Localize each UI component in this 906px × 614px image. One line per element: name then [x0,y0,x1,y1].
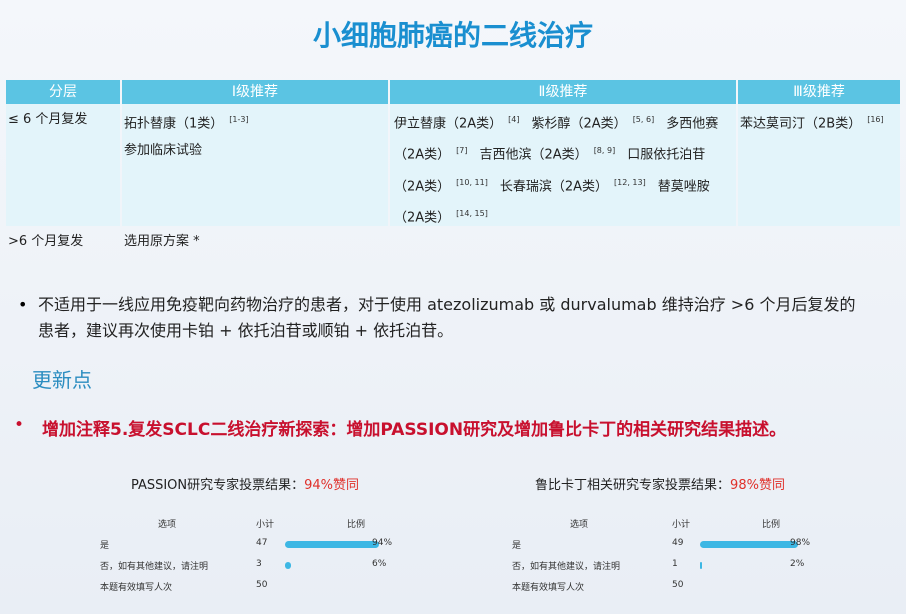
column-header: 分层 [6,80,120,104]
poll-column-header: 选项 [158,520,177,530]
poll-count: 49 [672,538,684,548]
reference: [5, 6] [632,115,655,124]
treatment: 替莫唑胺（2A类） [394,178,710,226]
poll-bar [285,541,379,548]
section-heading: 更新点 [32,368,92,392]
poll-column-header: 小计 [256,520,275,530]
poll-option: 否，如有其他建议，请注明 [100,562,209,572]
poll-highlight: 98%赞同 [730,478,785,493]
level3-cell: 苯达莫司汀（2B类） [16] [740,106,898,137]
poll-count: 1 [672,559,678,569]
poll-bar [700,562,702,569]
update-item: 增加注释5.复发SCLC二线治疗新探索：增加PASSION研究及增加鲁比卡丁的相… [42,420,787,440]
poll-title: PASSION研究专家投票结果：94%赞同 [105,474,385,493]
stratum: >6 个月复发 [8,234,84,249]
reference: [16] [867,115,884,124]
poll-percent: 94% [372,538,393,548]
poll-total-label: 本题有效填写人次 [512,583,585,593]
reference: [4] [508,115,520,124]
table-cell-bg [122,104,388,226]
poll-percent: 2% [790,559,805,569]
treatment: 伊立替康（2A类） [394,116,503,132]
reference: [14, 15] [456,208,488,218]
poll-total-label: 本题有效填写人次 [100,583,173,593]
reference: [12, 13] [614,177,646,187]
treatment: 紫杉醇（2A类） [531,116,627,132]
poll-percent: 6% [372,559,387,569]
poll-column-header: 小计 [672,520,691,530]
poll-title-text: PASSION研究专家投票结果： [130,478,305,493]
slide-title: 小细胞肺癌的二线治疗 [312,19,593,52]
poll-bar [285,562,291,569]
stratum: ≤ 6 个月复发 [8,112,88,127]
poll-total: 50 [672,580,684,590]
treatment: 长春瑞滨（2A类） [499,178,609,194]
table-cell-bg [390,104,736,226]
column-header: Ⅱ级推荐 [390,80,736,104]
table-cell-bg [738,104,900,226]
poll-bar [700,541,798,548]
column-header: Ⅲ级推荐 [738,80,900,104]
column-header: Ⅰ级推荐 [122,80,388,104]
note: 不适用于一线应用免疫靶向药物治疗的患者，对于使用 atezolizumab 或 … [38,295,856,340]
treatment: 苯达莫司汀（2B类） [740,116,862,132]
level1-cell: 拓扑替康（1类） [1-3] 参加临床试验 [124,106,384,164]
poll-column-header: 比例 [762,520,781,530]
poll-highlight: 94%赞同 [304,478,360,493]
poll-option: 是 [100,541,110,551]
poll-total: 50 [256,580,268,590]
treatment: 多西他赛（2A类） [394,116,719,163]
bullet: • [18,295,28,314]
poll-option: 否，如有其他建议，请注明 [512,562,621,572]
reference: [1-3] [229,115,249,124]
treatment: 选用原方案 * [124,234,200,249]
poll-count: 3 [256,559,262,569]
reference: [7] [456,146,468,156]
poll-percent: 98% [790,538,811,548]
poll-column-header: 选项 [570,520,589,530]
treatment: 口服依托泊苷（2A类） [394,147,706,194]
poll-title-text: 鲁比卡丁相关研究专家投票结果： [535,478,731,493]
poll-title: 鲁比卡丁相关研究专家投票结果：98%赞同 [520,474,800,493]
bullet: • [14,415,25,435]
poll-option: 是 [512,541,522,551]
treatment: 参加临床试验 [124,143,203,159]
poll-count: 47 [256,538,268,548]
treatment: 拓扑替康（1类） [124,116,224,132]
poll-column-header: 比例 [347,520,366,530]
reference: [8, 9] [593,146,616,156]
table-cell-bg [6,104,120,226]
level2-cell: 伊立替康（2A类） [4] 紫杉醇（2A类） [5, 6] 多西他赛（2A类） [7] 吉西… [394,106,734,231]
treatment: 吉西他滨（2A类） [479,147,588,163]
reference: [10, 11] [456,177,488,187]
